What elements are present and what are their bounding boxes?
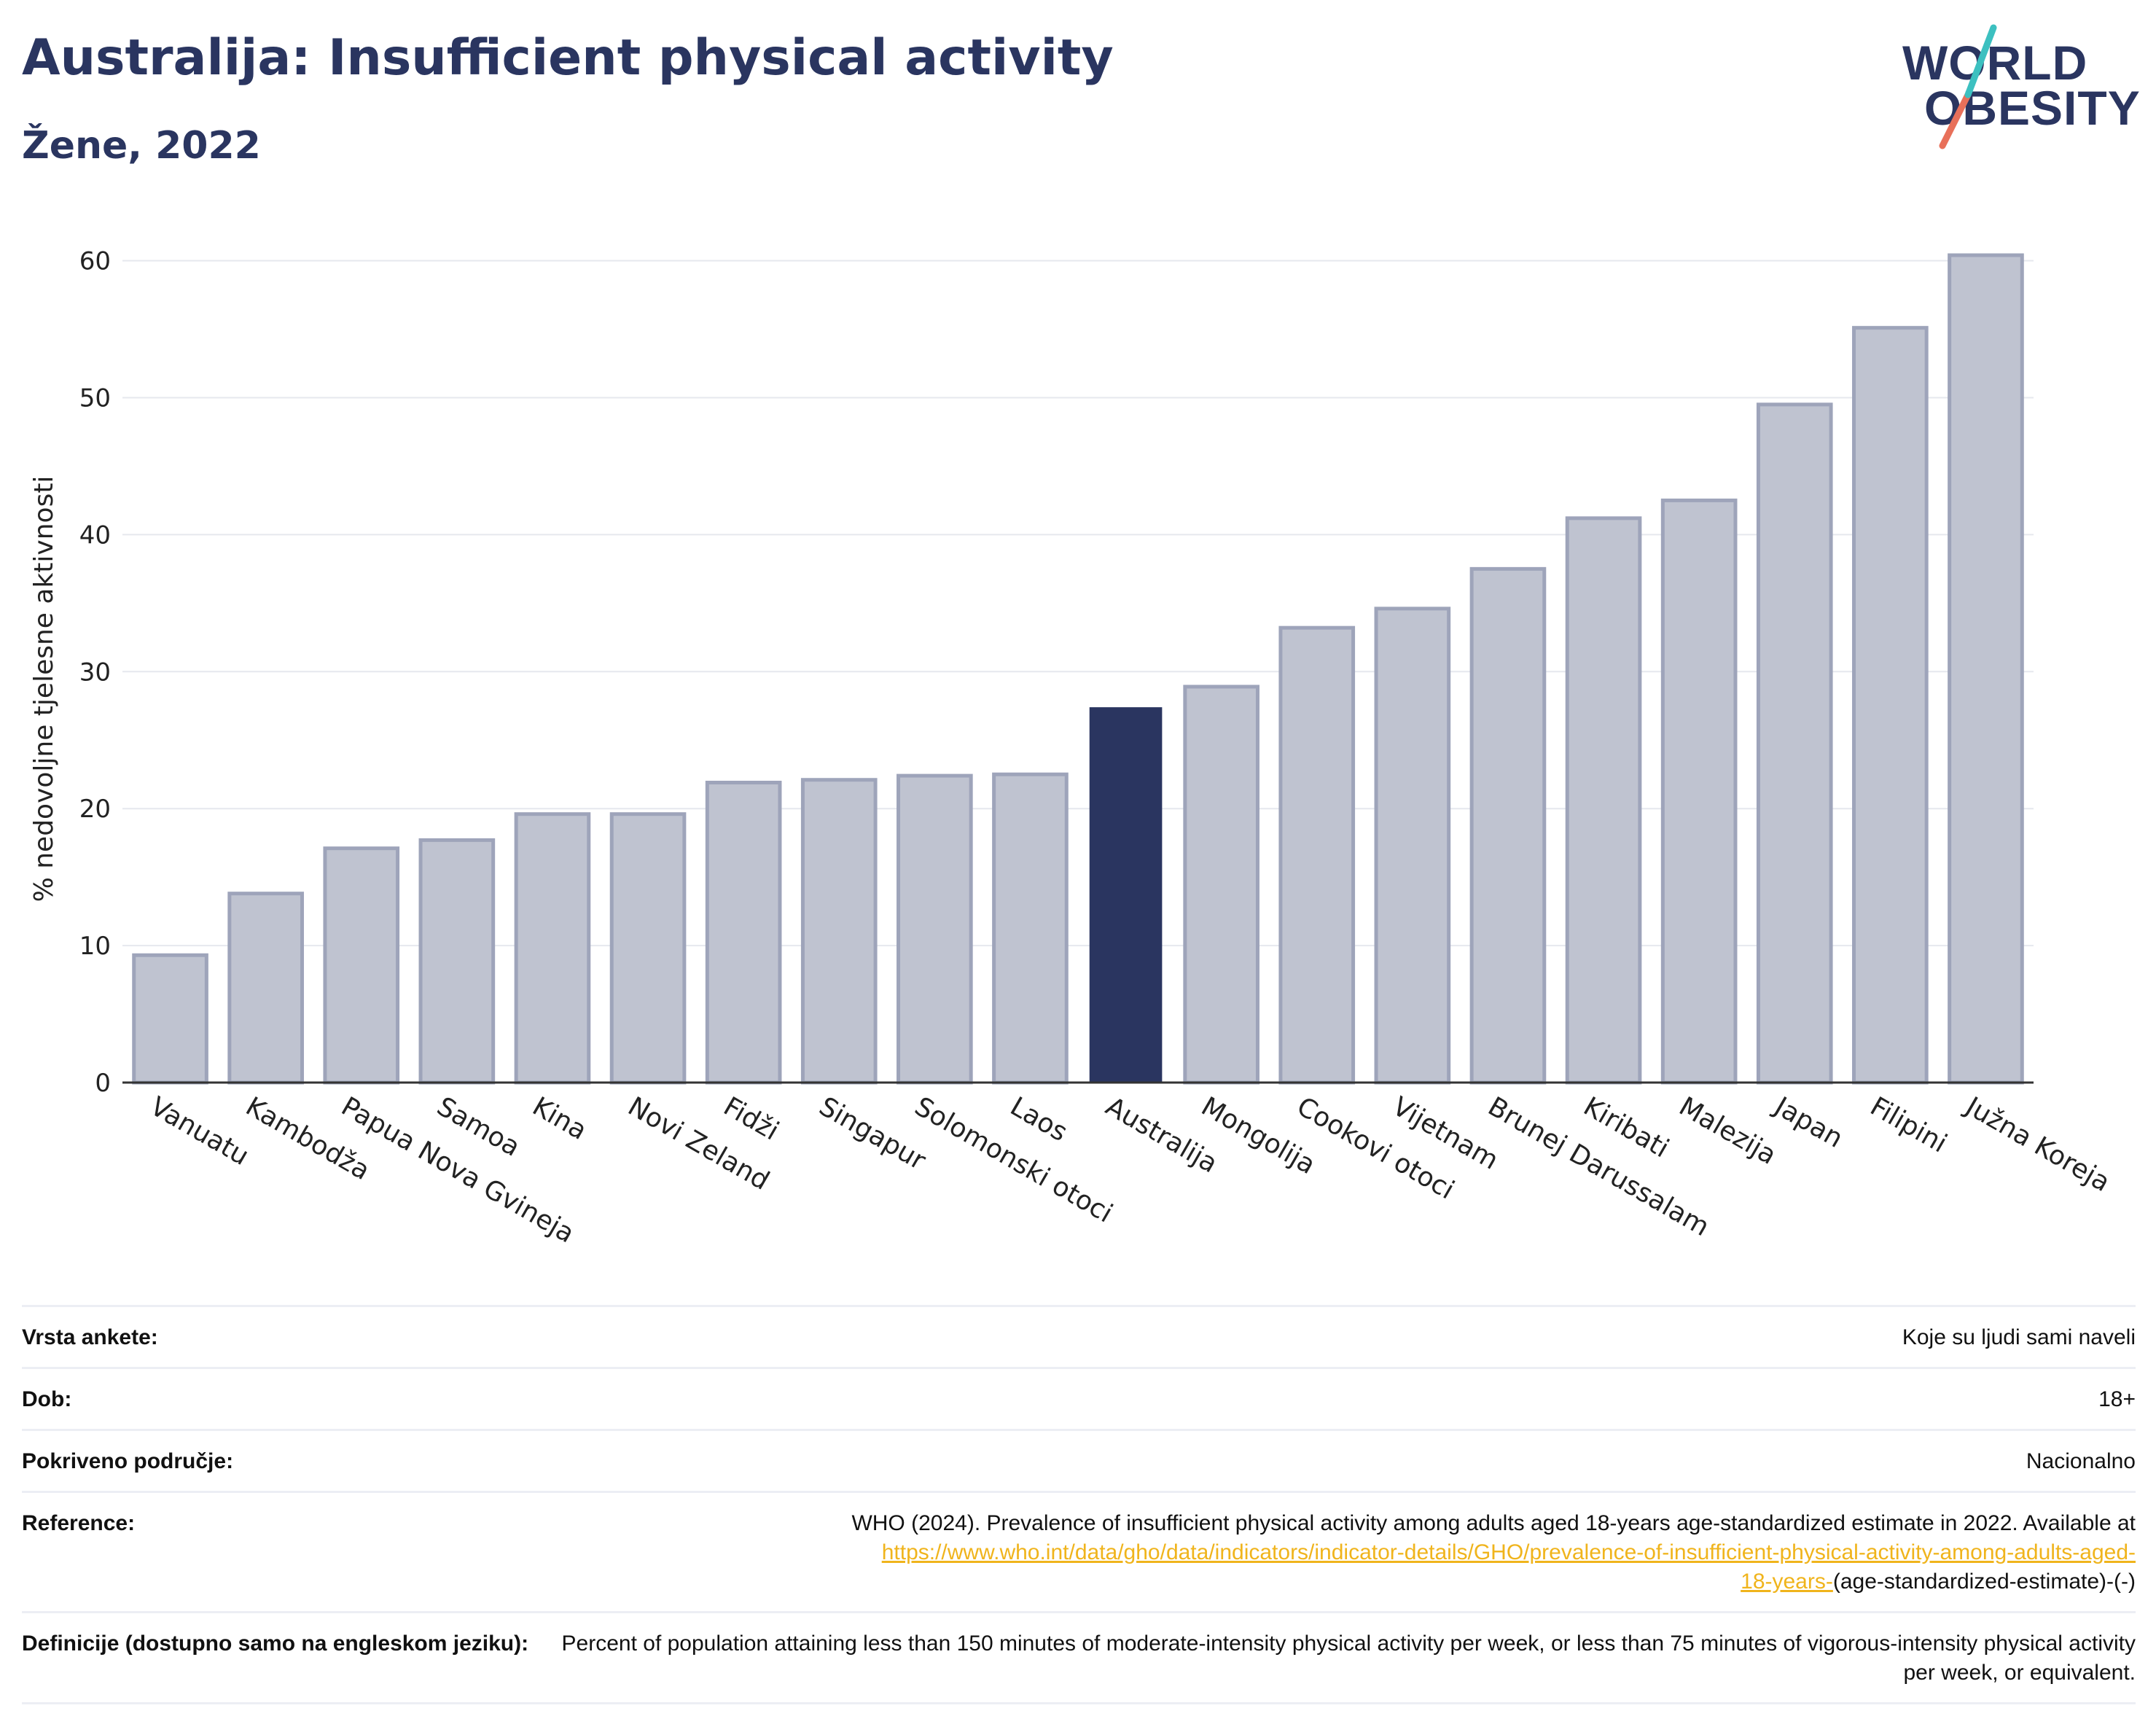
x-tick-label: Cookovi otoci xyxy=(1292,1091,1459,1205)
y-tick-label: 30 xyxy=(79,658,111,687)
survey-type-label: Vrsta ankete: xyxy=(22,1325,158,1349)
bar-malezija[interactable] xyxy=(1660,498,1738,1085)
bar-solomonski-otoci[interactable] xyxy=(897,773,973,1085)
definitions-value: Percent of population attaining less tha… xyxy=(561,1631,2136,1685)
bar-mongolija[interactable] xyxy=(1183,685,1259,1085)
y-tick-label: 60 xyxy=(79,247,111,276)
bar-fid-i[interactable] xyxy=(705,780,782,1085)
x-tick-label: Laos xyxy=(1005,1091,1072,1147)
y-tick-label: 10 xyxy=(79,932,111,961)
bar-samoa[interactable] xyxy=(418,838,496,1085)
coverage-value: Nacionalno xyxy=(2026,1449,2136,1473)
reference-suffix: (age-standardized-estimate)-(-) xyxy=(1832,1570,2136,1594)
bar-laos[interactable] xyxy=(992,772,1069,1085)
info-row-survey-type: Vrsta ankete: Koje su ljudi sami naveli xyxy=(22,1305,2136,1367)
y-tick-label: 50 xyxy=(79,383,111,413)
x-tick-label: Filipini xyxy=(1865,1091,1952,1158)
bar-japan[interactable] xyxy=(1756,402,1833,1085)
bar-kambod-a[interactable] xyxy=(227,892,304,1085)
bar-kina[interactable] xyxy=(514,812,591,1085)
y-tick-label: 20 xyxy=(79,795,111,824)
x-tick-label: Singapur xyxy=(814,1091,931,1176)
definitions-label: Definicije (dostupno samo na engleskom j… xyxy=(22,1631,529,1656)
reference-label: Reference: xyxy=(22,1511,136,1535)
bars xyxy=(122,253,2034,1085)
bar-papua-nova-gvineja[interactable] xyxy=(323,846,400,1085)
reference-value: WHO (2024). Prevalence of insufficient p… xyxy=(851,1509,2136,1596)
x-tick-label: Vanuatu xyxy=(145,1091,254,1171)
reference-link-continued[interactable]: 18-years- xyxy=(1741,1570,1833,1594)
bar-vanuatu[interactable] xyxy=(132,953,208,1085)
world-obesity-logo: WORLD OBESITY xyxy=(1902,22,2140,153)
coverage-label: Pokriveno područje: xyxy=(22,1449,234,1473)
bar-brunej-darussalam[interactable] xyxy=(1469,566,1547,1085)
bar-singapur[interactable] xyxy=(800,778,878,1085)
bar-cookovi-otoci[interactable] xyxy=(1278,625,1356,1085)
reference-text: WHO (2024). Prevalence of insufficient p… xyxy=(851,1511,2136,1535)
page-subtitle: Žene, 2022 xyxy=(22,124,261,168)
grid-lines xyxy=(122,260,2034,947)
info-row-reference: Reference: WHO (2024). Prevalence of ins… xyxy=(22,1491,2136,1611)
x-tick-label: Fidži xyxy=(719,1091,784,1146)
info-row-age: Dob: 18+ xyxy=(22,1367,2136,1429)
y-axis-ticks: 0 10 20 30 40 50 60 xyxy=(79,247,111,1098)
info-row-definitions: Definicije (dostupno samo na engleskom j… xyxy=(22,1611,2136,1704)
survey-type-value: Koje su ljudi sami naveli xyxy=(1902,1325,2136,1349)
page-title: Australija: Insufficient physical activi… xyxy=(22,29,1114,87)
bar-ju-na-koreja[interactable] xyxy=(1948,253,2024,1085)
y-axis-label: % nedovoljne tjelesne aktivnosti xyxy=(29,476,59,902)
bar-vijetnam[interactable] xyxy=(1374,607,1451,1085)
logo-line-1: WORLD xyxy=(1902,36,2088,90)
bar-australija[interactable] xyxy=(1089,707,1163,1083)
bar-kiribati[interactable] xyxy=(1565,516,1642,1085)
y-tick-label: 0 xyxy=(95,1069,111,1098)
x-tick-label: Kina xyxy=(527,1091,591,1146)
y-tick-label: 40 xyxy=(79,520,111,550)
bar-novi-zeland[interactable] xyxy=(609,812,687,1085)
info-row-coverage: Pokriveno područje: Nacionalno xyxy=(22,1429,2136,1491)
x-tick-label: Južna Koreja xyxy=(1959,1091,2114,1198)
logo-slash-icon xyxy=(1939,24,1997,149)
reference-link[interactable]: https://www.who.int/data/gho/data/indica… xyxy=(881,1540,2136,1564)
x-tick-label: Malezija xyxy=(1674,1091,1781,1171)
age-label: Dob: xyxy=(22,1387,72,1411)
bar-filipini[interactable] xyxy=(1852,326,1929,1085)
age-value: 18+ xyxy=(2098,1387,2136,1411)
info-table: Vrsta ankete: Koje su ljudi sami naveli … xyxy=(22,1305,2136,1704)
